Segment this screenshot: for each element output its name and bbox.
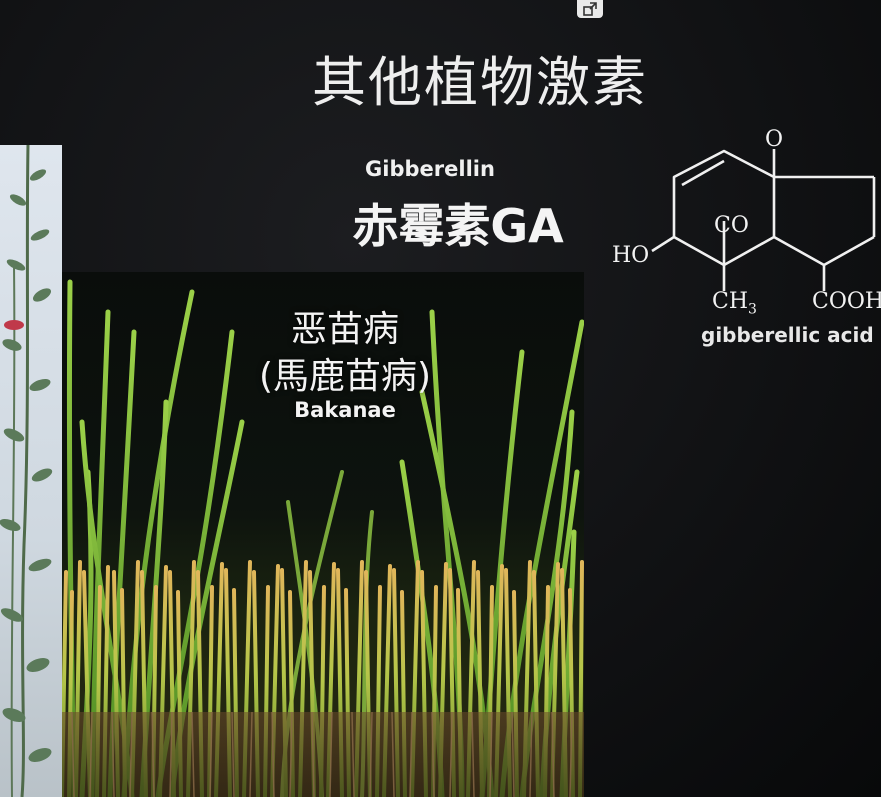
atom-ho: HO (612, 243, 650, 268)
atom-o-top: O (765, 127, 784, 152)
gibberellic-acid-structure: O CO HO CH3 COOH (608, 125, 881, 325)
atom-co: CO (714, 213, 749, 238)
disease-name-chinese: 恶苗病 (290, 309, 399, 350)
disease-name-alt: (馬鹿苗病) (258, 356, 432, 397)
slide-title: 其他植物激素 (312, 51, 648, 114)
atom-cooh: COOH (812, 289, 881, 314)
disease-name-english: Bakanae (294, 398, 396, 422)
gibberellin-english-label: Gibberellin (365, 157, 495, 181)
atom-ch3: CH3 (712, 289, 757, 318)
plant-photo-left (0, 145, 62, 797)
molecule-caption: gibberellic acid (G (701, 323, 881, 347)
rice-bakanae-photo (62, 272, 584, 797)
screen-share-icon[interactable] (577, 0, 603, 18)
gibberellin-chinese-label: 赤霉素GA (352, 199, 564, 253)
